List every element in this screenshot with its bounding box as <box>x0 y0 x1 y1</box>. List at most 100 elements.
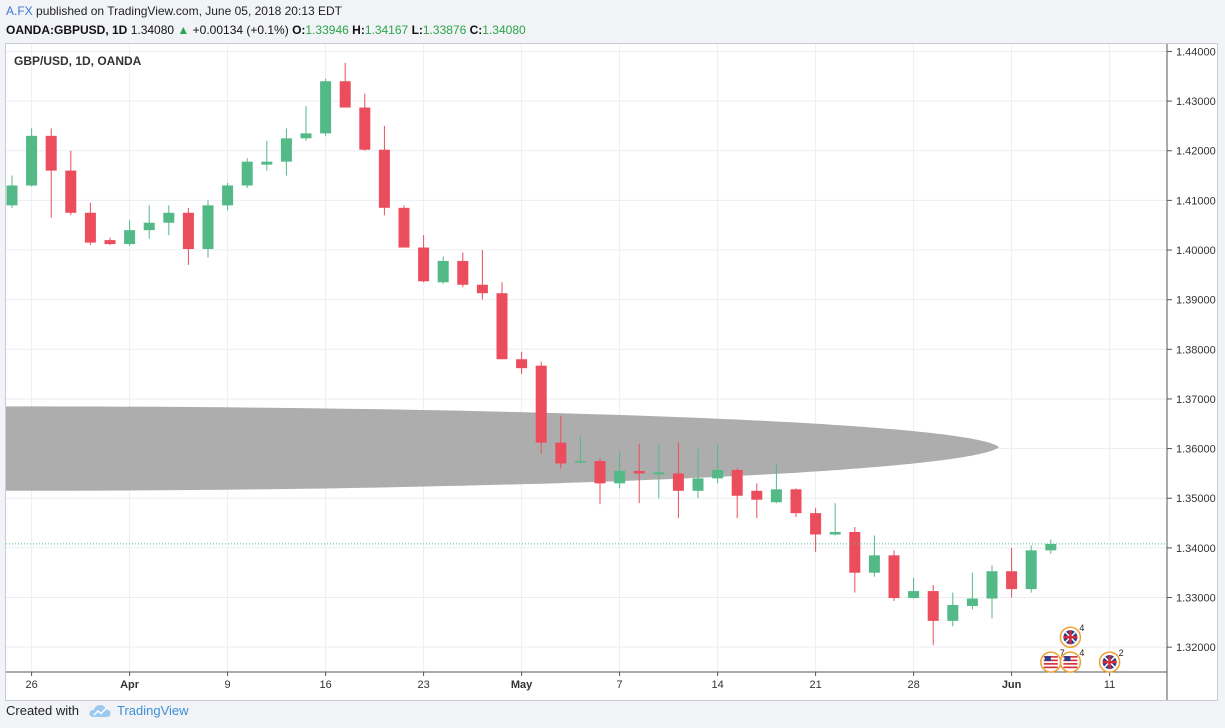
y-tick-label: 1.39000 <box>1176 295 1216 307</box>
x-tick-label: Jun <box>1002 679 1022 691</box>
x-tick-label: 28 <box>907 679 919 691</box>
candle-body <box>378 149 390 208</box>
y-tick-label: 1.33000 <box>1176 593 1216 605</box>
high-label: H: <box>352 23 365 37</box>
us-event-marker[interactable]: 7 <box>1040 648 1065 673</box>
candle-body <box>300 133 312 139</box>
candle-up <box>163 205 175 236</box>
candle-down <box>555 416 567 469</box>
candle-down <box>849 527 861 593</box>
candle-down <box>810 508 822 552</box>
candle-body <box>849 532 861 573</box>
candle-down <box>888 550 900 602</box>
candle-body <box>418 247 430 282</box>
candle-down <box>398 205 410 248</box>
candle-up <box>986 565 998 619</box>
candle-down <box>790 488 802 518</box>
x-tick-label: 21 <box>809 679 821 691</box>
y-tick-label: 1.32000 <box>1176 642 1216 654</box>
candle-body <box>927 591 939 621</box>
close-value: 1.34080 <box>482 23 526 37</box>
candle-up <box>300 106 312 141</box>
candle-down <box>1006 547 1018 598</box>
candle-body <box>1045 543 1057 551</box>
candle-body <box>104 240 116 245</box>
candle-down <box>104 237 116 246</box>
candle-body <box>1006 571 1018 590</box>
candle-body <box>241 161 253 186</box>
candle-body <box>535 365 547 443</box>
candle-body <box>908 591 920 599</box>
candle-body <box>84 212 96 243</box>
footer: Created with TradingView <box>6 703 189 718</box>
x-tick-label: 9 <box>225 679 231 691</box>
price-change: +0.00134 (+0.1%) <box>192 23 289 37</box>
candle-body <box>163 212 175 223</box>
candle-up <box>222 183 234 211</box>
flag-stripe <box>1063 666 1078 669</box>
candle-down <box>927 585 939 646</box>
candle-body <box>6 185 18 206</box>
y-tick-label: 1.44000 <box>1176 46 1216 58</box>
candle-up <box>241 158 253 188</box>
candle-up <box>437 256 449 284</box>
ellipse-annotation <box>6 406 999 491</box>
candle-down <box>731 468 743 519</box>
y-tick-label: 1.42000 <box>1176 146 1216 158</box>
x-tick-label: Apr <box>120 679 140 691</box>
candle-body <box>65 170 77 213</box>
candle-up <box>653 443 665 499</box>
candle-body <box>516 359 528 369</box>
candle-body <box>868 555 880 573</box>
candle-body <box>280 138 292 162</box>
candle-down <box>476 250 488 300</box>
candle-body <box>966 598 978 606</box>
candle-body <box>339 81 351 108</box>
symbol-name: OANDA:GBPUSD, 1D <box>6 23 128 37</box>
candle-body <box>182 212 194 250</box>
created-with-text: Created with <box>6 703 79 718</box>
candle-body <box>143 222 155 231</box>
candle-up <box>829 503 841 536</box>
candle-body <box>320 81 332 134</box>
candle-down <box>633 443 645 504</box>
candle-body <box>947 604 959 621</box>
chart-panel[interactable]: 1.44000 1.43000 1.42000 1.41000 1.40000 1.390… <box>5 43 1218 701</box>
candle-down <box>457 252 469 288</box>
y-tick-label: 1.34000 <box>1176 543 1216 555</box>
candlestick-chart[interactable]: 1.44000 1.43000 1.42000 1.41000 1.40000 1.390… <box>6 44 1217 700</box>
high-value: 1.34167 <box>364 23 409 37</box>
tradingview-brand-link[interactable]: TradingView <box>116 703 189 718</box>
x-tick-label: 11 <box>1104 679 1115 691</box>
candle-down <box>339 62 351 108</box>
candle-down <box>182 207 194 265</box>
candle-up <box>712 443 724 484</box>
candle-down <box>65 150 77 216</box>
open-value: 1.33946 <box>305 23 349 37</box>
candle-up <box>1025 545 1037 593</box>
candle-up <box>261 140 273 171</box>
candle-body <box>751 490 763 500</box>
x-tick-label: 16 <box>319 679 331 691</box>
author-link[interactable]: A.FX <box>6 4 33 18</box>
candle-up <box>1045 539 1057 554</box>
uk-event-marker[interactable]: 4 <box>1059 623 1084 648</box>
chart-title: GBP/USD, 1D, OANDA <box>14 54 142 68</box>
open-label: O: <box>292 23 306 37</box>
candle-down <box>418 235 430 283</box>
candle-down <box>45 128 57 218</box>
y-tick-label: 1.38000 <box>1176 344 1216 356</box>
candle-body <box>829 532 841 535</box>
candle-body <box>496 293 508 360</box>
x-tick-label: 14 <box>711 679 723 691</box>
publish-text: published on TradingView.com, June 05, 2… <box>36 4 342 18</box>
candle-up <box>770 463 782 504</box>
candle-body <box>222 185 234 206</box>
candle-down <box>516 351 528 375</box>
event-count: 7 <box>1060 648 1065 658</box>
us-event-marker[interactable]: 4 <box>1059 648 1084 673</box>
candle-body <box>202 205 214 250</box>
candle-body <box>26 135 38 186</box>
uk-event-marker[interactable]: 2 <box>1098 648 1124 673</box>
candle-body <box>731 469 743 496</box>
